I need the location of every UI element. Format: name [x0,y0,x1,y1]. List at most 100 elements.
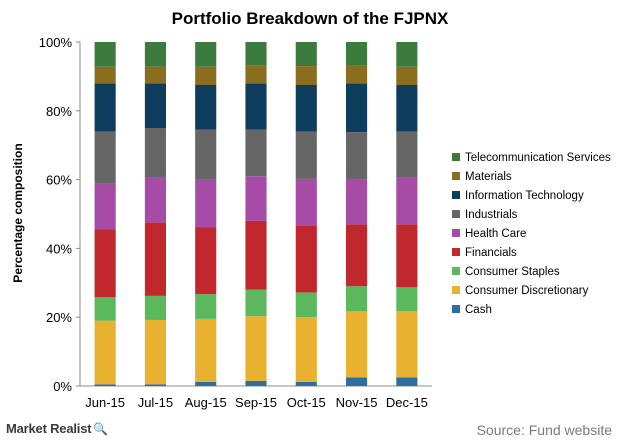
bar-segment [144,128,166,178]
bar-segment [346,377,368,386]
bar-segment [346,224,368,287]
bar-segment [396,177,418,225]
bar-segment [144,222,166,296]
bar-segment [195,66,217,85]
x-tick-label: Dec-15 [386,395,428,410]
bar-segment [245,176,267,221]
legend-label: Health Care [465,228,526,240]
legend-swatch [452,153,460,161]
legend-label: Consumer Staples [465,266,560,278]
legend-swatch [452,172,460,180]
bar-segment [94,297,116,321]
bar-segment [245,316,267,381]
bar-segment [94,42,116,67]
legend-label: Financials [465,247,517,259]
legend: Telecommunication Services Materials Infor… [452,152,611,316]
bar-segment [94,131,116,184]
bar-segment [144,319,166,385]
bar-segment [295,225,317,293]
bar-segment [144,66,166,84]
y-tick-label: 40% [46,241,72,256]
bar-segment [346,311,368,378]
x-tick-label: Aug-15 [185,395,227,410]
bar-segment [94,320,116,385]
bar-segment [94,83,116,132]
bar-segment [144,384,166,386]
bar-segment [144,42,166,67]
legend-label: Cash [465,304,492,316]
legend-swatch [452,210,460,218]
bar-segment [396,42,418,67]
y-tick-label: 100% [39,35,73,50]
bar-segment [144,83,166,128]
bar-segment [245,83,267,130]
bar-segment [396,287,418,312]
brand-name: Market Realist [6,421,92,436]
bar-segment [346,179,368,225]
bar-segment [195,179,217,228]
legend-swatch [452,248,460,256]
y-tick-label: 0% [53,379,72,394]
chart-title: Portfolio Breakdown of the FJPNX [172,9,449,28]
bar-segment [346,286,368,312]
legend-label: Telecommunication Services [465,152,611,164]
source-note: Source: Fund website [476,422,612,438]
bar-segment [396,224,418,288]
bar-segment [94,229,116,298]
legend-swatch [452,305,460,313]
legend-label: Materials [465,171,512,183]
bar-segment [195,381,217,386]
bar-segment [195,318,217,382]
legend-swatch [452,229,460,237]
y-tick-label: 60% [46,173,72,188]
bar-segment [295,317,317,382]
bar-segment [346,132,368,180]
bar-segment [396,131,418,178]
bar-segment [245,65,267,84]
bar-segment [195,85,217,130]
bar-segment [396,311,418,378]
bar-segment [195,294,217,319]
bar-segment [195,42,217,67]
bar-segment [144,177,166,223]
legend-label: Consumer Discretionary [465,285,589,297]
magnifier-icon: 🔍 [93,422,109,436]
legend-label: Information Technology [465,190,584,202]
x-tick-label: Sep-15 [235,395,277,410]
bar-segment [396,377,418,386]
bar-segment [396,66,418,85]
bar-segment [245,380,267,386]
bar-segment [245,42,267,66]
x-tick-label: Nov-15 [336,395,378,410]
bar-segment [245,129,267,177]
bar-segment [346,83,368,133]
legend-swatch [452,286,460,294]
y-tick-label: 20% [46,310,72,325]
bar-segment [195,129,217,180]
x-tick-label: Oct-15 [287,395,326,410]
legend-swatch [452,191,460,199]
bar-segment [245,220,267,290]
bar-segment [295,131,317,179]
bar-segment [195,227,217,295]
legend-label: Industrials [465,209,518,221]
bar-segment [144,295,166,320]
bar-segment [94,384,116,386]
x-tick-label: Jun-15 [85,395,125,410]
bar-segment [94,66,116,84]
y-tick-label: 80% [46,104,72,119]
bar-segment [94,183,116,230]
bar-segment [295,85,317,132]
bar-segment [346,42,368,66]
bar-segment [295,42,317,67]
bar-segment [346,65,368,84]
bar-segment [396,85,418,132]
y-axis-label: Percentage composition [11,143,25,282]
bar-segment [295,292,317,318]
bar-segment [295,381,317,386]
bar-segment [295,66,317,85]
plot-area: 0% 20% 40% 60% 80% 100% Jun-15 Jul-15 Aug-15 Sep-… [39,35,432,410]
bar-segment [245,289,267,317]
x-tick-label: Jul-15 [138,395,173,410]
